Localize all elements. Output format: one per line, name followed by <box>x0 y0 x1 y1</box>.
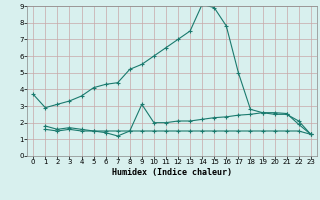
X-axis label: Humidex (Indice chaleur): Humidex (Indice chaleur) <box>112 168 232 177</box>
